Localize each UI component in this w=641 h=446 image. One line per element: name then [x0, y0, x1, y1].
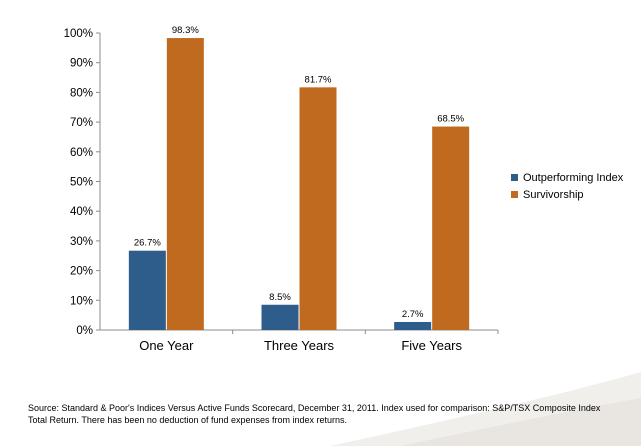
- x-category-label: Three Years: [264, 338, 335, 353]
- y-tick-label: 60%: [70, 147, 93, 159]
- data-label: 8.5%: [269, 292, 291, 303]
- bar-outperforming-index: [261, 304, 299, 330]
- y-tick-label: 40%: [70, 206, 93, 218]
- source-footnote: Source: Standard & Poor's Indices Versus…: [28, 403, 601, 425]
- x-category-label: One Year: [139, 338, 194, 353]
- y-tick-label: 90%: [70, 58, 93, 70]
- legend: Outperforming Index Survivorship: [511, 172, 624, 201]
- x-axis-category-labels: One Year Three Years Five Years: [139, 330, 499, 353]
- data-labels: 26.7% 98.3% 8.5% 81.7% 2.7% 68.5%: [134, 25, 465, 320]
- legend-swatch: [511, 191, 518, 198]
- y-tick-label: 0%: [76, 325, 93, 337]
- bars: [128, 38, 470, 331]
- bar-survivorship: [432, 126, 470, 331]
- data-label: 68.5%: [437, 114, 464, 125]
- y-tick-label: 80%: [70, 87, 93, 99]
- bar-survivorship: [299, 87, 337, 330]
- bar-outperforming-index: [394, 321, 432, 330]
- legend-label: Survivorship: [523, 189, 584, 201]
- bar-survivorship: [166, 38, 204, 330]
- data-label: 98.3%: [172, 25, 199, 36]
- background-swoosh: [330, 372, 641, 446]
- legend-label: Outperforming Index: [523, 172, 624, 184]
- y-tick-label: 100%: [64, 28, 93, 40]
- data-label: 81.7%: [305, 74, 332, 85]
- data-label: 2.7%: [402, 309, 424, 320]
- data-label: 26.7%: [134, 238, 161, 249]
- y-tick-label: 70%: [70, 117, 93, 129]
- legend-swatch: [511, 174, 518, 181]
- x-category-label: Five Years: [401, 338, 462, 353]
- y-tick-label: 20%: [70, 266, 93, 278]
- y-tick-label: 30%: [70, 236, 93, 248]
- y-axis-ticks: 0% 10% 20% 30% 40% 50% 60% 70% 80% 90% 100%: [64, 28, 100, 337]
- bar-outperforming-index: [128, 250, 166, 330]
- y-tick-label: 50%: [70, 177, 93, 189]
- y-tick-label: 10%: [70, 295, 93, 307]
